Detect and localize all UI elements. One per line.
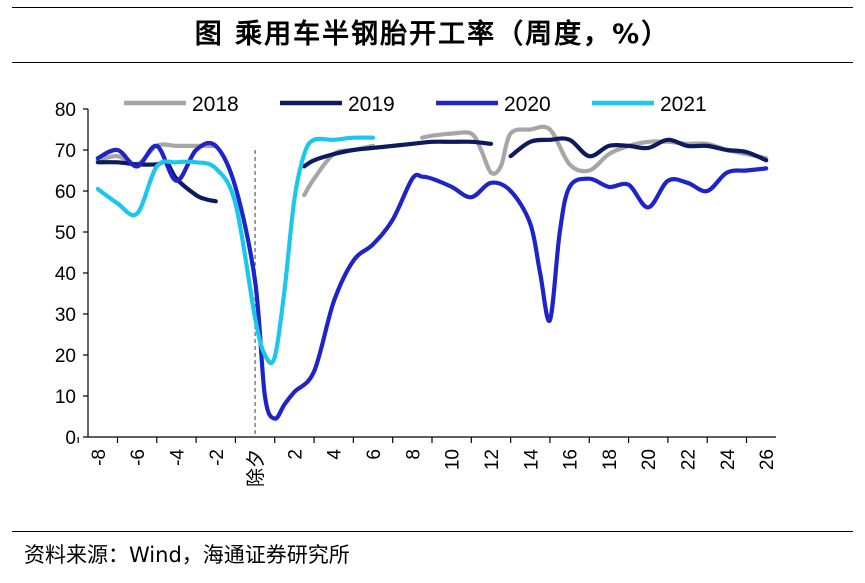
x-tick-label: -4 — [167, 449, 188, 466]
y-tick-label: 30 — [55, 305, 76, 326]
x-tick-label: 26 — [757, 449, 778, 470]
series-2018-line — [420, 124, 769, 176]
x-tick-label: 14 — [521, 449, 542, 471]
x-tick-label: 16 — [561, 449, 582, 470]
series-2021-line — [95, 135, 376, 366]
series-2019-line — [508, 136, 769, 163]
title-rule — [12, 62, 853, 63]
y-tick-label: 10 — [55, 387, 76, 408]
x-tick-label: -6 — [128, 449, 149, 466]
series-lines — [95, 124, 769, 421]
y-tick-label: 50 — [55, 223, 76, 244]
x-tick-label: 8 — [403, 449, 424, 460]
x-tick-label: 4 — [325, 449, 346, 460]
legend-label-2018: 2018 — [192, 93, 239, 116]
x-tick-label: 除夕 — [245, 449, 267, 487]
chart-title: 图 乘用车半钢胎开工率（周度，%） — [194, 19, 671, 50]
legend-label-2020: 2020 — [504, 93, 551, 116]
y-tick-label: 40 — [55, 264, 76, 285]
x-tick-label: 2 — [285, 449, 306, 460]
x-tick-label: 10 — [443, 449, 464, 470]
x-tick-label: 12 — [482, 449, 503, 470]
y-tick-label: 20 — [55, 346, 76, 367]
x-tick-label: 22 — [679, 449, 700, 470]
x-tick-label: 18 — [600, 449, 621, 470]
x-tick-label: -8 — [89, 449, 110, 466]
top-rule — [12, 7, 853, 8]
y-tick-label: 60 — [55, 182, 76, 203]
y-tick-label: 70 — [55, 141, 76, 162]
source-note: 资料来源：Wind，海通证券研究所 — [24, 543, 350, 567]
series-2019-line — [302, 139, 494, 169]
y-tick-label: 0 — [65, 428, 76, 449]
x-tick-label: 24 — [718, 449, 739, 471]
legend-label-2021: 2021 — [660, 93, 707, 116]
legend: 2018 2019 2020 2021 — [124, 93, 707, 116]
x-tick-label: 6 — [364, 449, 385, 460]
legend-label-2019: 2019 — [348, 93, 395, 116]
series-2020-line — [95, 140, 769, 421]
y-tick-label: 80 — [55, 100, 76, 121]
bottom-rule — [12, 531, 853, 532]
x-tick-label: 20 — [639, 449, 660, 470]
x-tick-label: -2 — [207, 449, 228, 466]
